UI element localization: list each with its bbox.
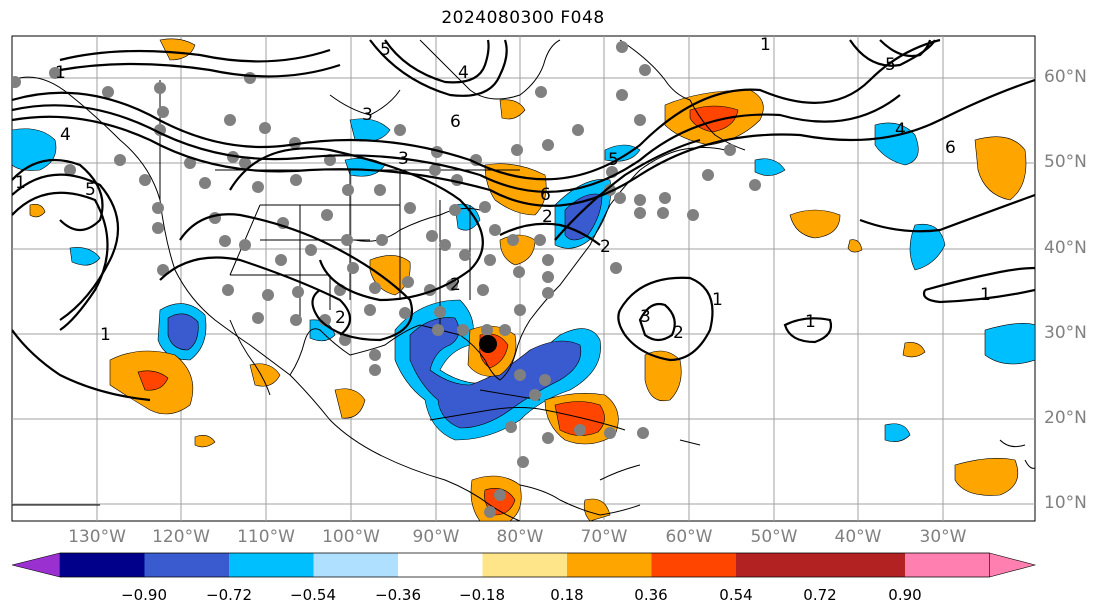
lat-label: 20°N [1044, 408, 1087, 428]
storm-center-marker [479, 335, 497, 353]
contour-label: 4 [60, 125, 71, 145]
contour-label: 2 [673, 323, 684, 343]
colorbar-segment [736, 553, 821, 577]
contour-label: 3 [640, 307, 651, 327]
contour-label: 2 [450, 275, 461, 295]
lon-label: 100°W [322, 527, 380, 547]
lat-label: 40°N [1044, 238, 1087, 258]
contour-label: 1 [100, 325, 111, 345]
colorbar [11, 552, 1037, 578]
colorbar-tick-label: −0.90 [121, 586, 167, 604]
lon-label: 110°W [237, 527, 295, 547]
contour-label: 4 [458, 63, 469, 83]
colorbar-segment [567, 553, 652, 577]
colorbar-tick-label: 0.90 [888, 586, 922, 604]
colorbar-segment [60, 553, 145, 577]
colorbar-segment [144, 553, 229, 577]
lon-label: 90°W [412, 527, 460, 547]
colorbar-tick-label: −0.72 [206, 586, 252, 604]
contour-label-group: 5 6 4 3 2 1 6 5 4 3 2 1 5 1 4 2 1 3 2 1 … [15, 35, 991, 345]
contour-label: 2 [542, 207, 553, 227]
height-contours [12, 38, 1035, 402]
colorbar-segment [398, 553, 483, 577]
contour-label: 1 [760, 35, 771, 55]
colorbar-tick-label: −0.36 [375, 586, 421, 604]
colorbar-tick-label: 0.72 [803, 586, 837, 604]
contour-label: 6 [450, 112, 461, 132]
contour-label: 5 [608, 150, 619, 170]
colorbar-tick-label: 0.54 [719, 586, 753, 604]
contour-label: 3 [398, 149, 409, 169]
contour-label: 1 [15, 173, 26, 193]
lon-label: 80°W [496, 527, 544, 547]
colorbar-extend-max [989, 552, 1037, 578]
contour-label: 2 [600, 237, 611, 257]
map-frame [11, 35, 1036, 522]
map-title: 2024080300 F048 [441, 8, 605, 28]
lon-label: 60°W [665, 527, 713, 547]
colorbar-segment [482, 553, 567, 577]
contour-label: 5 [380, 40, 391, 60]
lat-label: 30°N [1044, 323, 1087, 343]
colorbar-segment [651, 553, 736, 577]
colorbar-segment [229, 553, 314, 577]
contour-label: 1 [980, 285, 991, 305]
lon-label: 70°W [580, 527, 628, 547]
colorbar-segment [905, 553, 990, 577]
contour-label: 2 [335, 308, 346, 328]
colorbar-segment [820, 553, 905, 577]
contour-label: 6 [945, 138, 956, 158]
lon-label: 120°W [152, 527, 210, 547]
colorbar-tick-label: 0.36 [634, 586, 668, 604]
weather-map: 5 6 4 3 2 1 6 5 4 3 2 1 5 1 4 2 1 3 2 1 … [11, 35, 1036, 522]
lat-label: 60°N [1044, 67, 1087, 87]
contour-label: 6 [540, 185, 551, 205]
lat-label: 10°N [1044, 493, 1087, 513]
contour-label: 3 [362, 105, 373, 125]
contour-label: 1 [55, 63, 66, 83]
contour-label: 1 [805, 312, 816, 332]
lon-label: 40°W [834, 527, 882, 547]
lon-label: 130°W [68, 527, 126, 547]
contour-label: 1 [712, 290, 723, 310]
contour-label: 5 [85, 180, 96, 200]
colorbar-tick-label: −0.18 [459, 586, 505, 604]
colorbar-extend-min [11, 552, 61, 578]
station-dots [12, 41, 761, 518]
lon-label: 50°W [750, 527, 798, 547]
shading [12, 38, 1035, 521]
colorbar-segment [313, 553, 398, 577]
colorbar-tick-label: −0.54 [290, 586, 336, 604]
contour-label: 4 [895, 120, 906, 140]
contour-label: 5 [885, 55, 896, 75]
lat-label: 50°N [1044, 152, 1087, 172]
lon-label: 30°W [919, 527, 967, 547]
colorbar-tick-label: 0.18 [550, 586, 584, 604]
